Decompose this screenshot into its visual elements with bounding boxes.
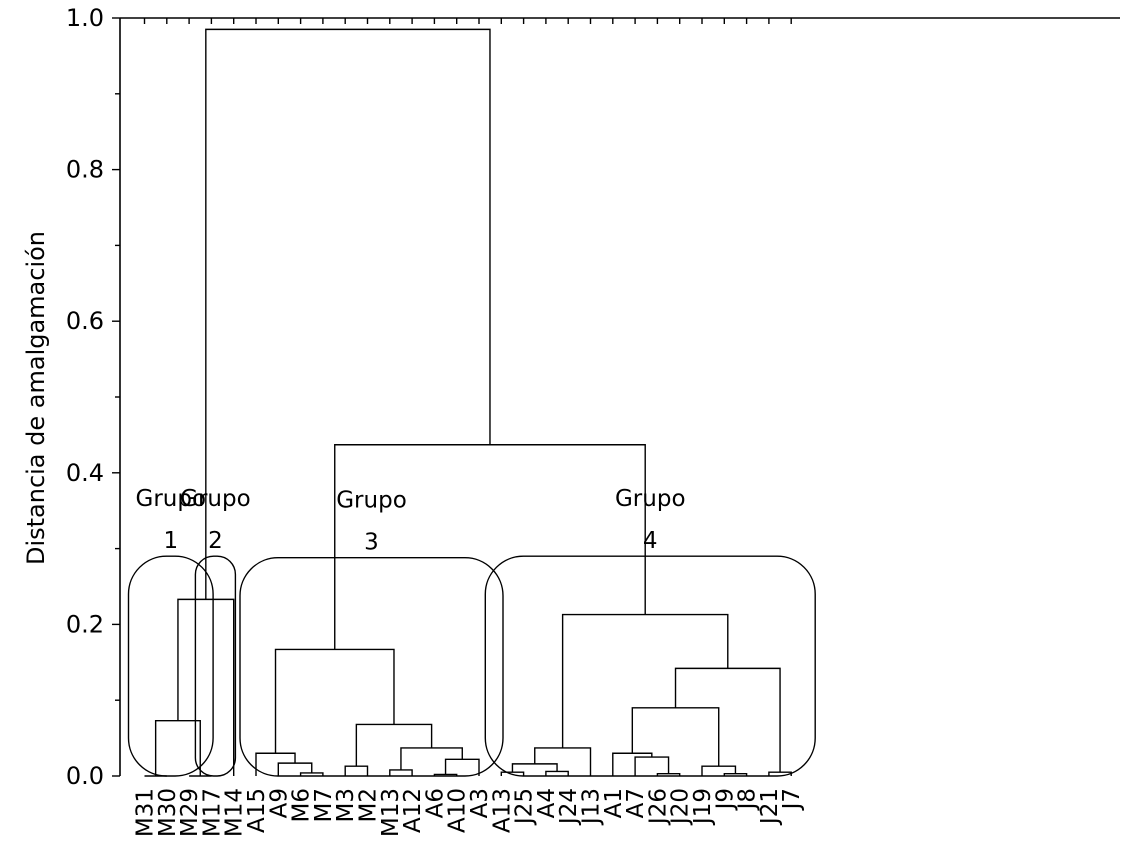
leaf-label: M30	[155, 788, 181, 837]
dendrogram-link	[355, 723, 433, 767]
leaf-label: J21	[757, 788, 783, 826]
group-box	[194, 555, 237, 777]
y-tick-label: 0.4	[66, 459, 104, 487]
group-box	[484, 555, 816, 777]
leaf-label: M14	[222, 788, 248, 837]
leaf-label: A1	[601, 788, 627, 818]
y-tick-label: 1.0	[66, 4, 104, 32]
y-tick-label: 0.2	[66, 610, 104, 638]
group-label: Grupo	[180, 486, 251, 512]
y-tick-label: 0.6	[66, 307, 104, 335]
group-box	[239, 556, 504, 777]
leaf-label: A12	[400, 788, 426, 833]
y-axis-title: Distancia de amalgamación	[22, 231, 50, 565]
dendrogram-link	[389, 769, 413, 776]
dendrogram-link	[334, 444, 646, 650]
dendrogram-link	[674, 667, 781, 773]
leaf-label: J13	[579, 788, 605, 826]
leaf-label: J9	[712, 788, 738, 811]
group-label: Grupo	[136, 486, 207, 512]
group-label: Grupo	[336, 488, 407, 514]
group-boxes	[127, 555, 816, 777]
leaf-label: A3	[467, 788, 493, 818]
leaf-label: M31	[133, 788, 159, 837]
leaf-label: A10	[445, 788, 471, 833]
leaf-label: M6	[289, 788, 315, 822]
dendrogram-links	[144, 28, 792, 777]
leaf-label: M13	[378, 788, 404, 837]
leaf-label: A9	[266, 788, 292, 818]
leaf-labels: M31M30M29M17M14A15A9M6M7M3M2M13A12A6A10A…	[133, 788, 806, 837]
dendrogram-link	[205, 28, 491, 600]
leaf-label: M7	[311, 788, 337, 822]
leaf-label: M29	[177, 788, 203, 837]
leaf-label: A13	[489, 788, 515, 833]
leaf-label: J26	[645, 788, 671, 826]
leaf-label: M17	[199, 788, 225, 837]
dendrogram-link	[444, 758, 480, 776]
y-tick-label: 0.8	[66, 156, 104, 184]
group-number: 3	[364, 530, 379, 556]
leaf-label: A7	[623, 788, 649, 818]
y-tick-label: 0.0	[66, 762, 104, 790]
dendrogram-link	[154, 719, 201, 776]
leaf-label: M3	[333, 788, 359, 822]
dendrogram-link	[277, 762, 313, 776]
dendrogram-link	[344, 765, 369, 776]
leaf-label: J20	[668, 788, 694, 826]
group-box	[127, 555, 214, 777]
group-label: Grupo	[615, 486, 686, 512]
dendrogram-link	[177, 598, 235, 776]
leaf-label: J7	[779, 788, 805, 811]
leaf-label: A6	[422, 788, 448, 818]
dendrogram-link	[561, 613, 729, 748]
y-ticks: 0.0 0.2 0.4 0.6 0.8 1.0	[66, 4, 792, 790]
leaf-label: J24	[556, 788, 582, 826]
leaf-label: J8	[735, 788, 761, 811]
leaf-label: A4	[534, 788, 560, 818]
dendrogram-link	[274, 648, 395, 754]
leaf-label: M2	[356, 788, 382, 822]
axes	[119, 17, 1120, 776]
group-number: 1	[163, 528, 178, 554]
dendrogram-link	[701, 765, 737, 776]
group-number: 2	[208, 528, 223, 554]
leaf-label: J25	[512, 788, 538, 826]
group-number: 4	[643, 528, 658, 554]
leaf-label: J19	[690, 788, 716, 826]
leaf-label: A15	[244, 788, 270, 833]
